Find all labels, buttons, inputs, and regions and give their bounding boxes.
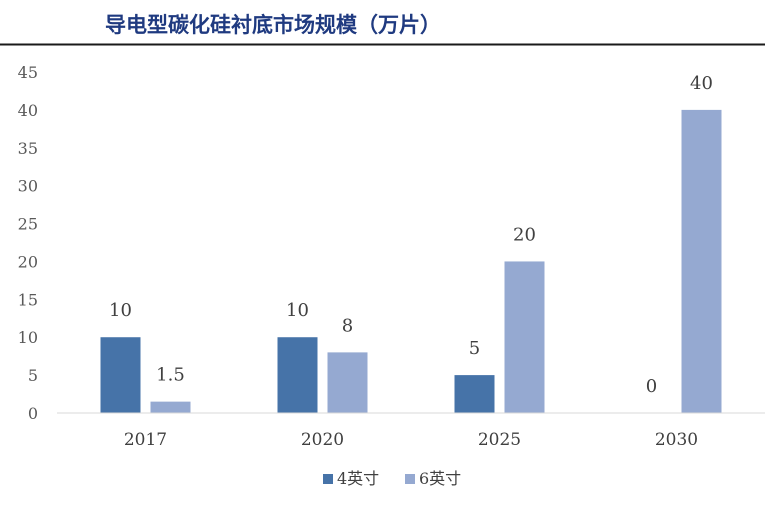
data-label: 20 xyxy=(513,224,536,245)
legend: 4英寸 6英寸 xyxy=(323,469,461,488)
y-tick-label: 20 xyxy=(18,252,38,271)
y-tick-label: 25 xyxy=(18,215,38,234)
y-tick-label: 30 xyxy=(18,177,38,196)
bar-6in-2030 xyxy=(681,109,722,413)
x-tick-label: 2025 xyxy=(478,430,521,450)
y-tick-label: 40 xyxy=(18,101,38,120)
y-axis: 0 5 10 15 20 25 30 35 40 45 xyxy=(18,63,38,423)
bar-4in-2017 xyxy=(100,337,141,413)
data-label: 10 xyxy=(109,300,132,321)
y-tick-label: 0 xyxy=(28,404,38,423)
legend-label: 4英寸 xyxy=(337,469,379,488)
data-label: 8 xyxy=(342,315,353,336)
y-tick-label: 15 xyxy=(18,290,38,309)
data-label: 1.5 xyxy=(156,365,185,386)
bar-6in-2017 xyxy=(150,401,191,413)
data-label: 40 xyxy=(690,73,713,94)
x-tick-label: 2017 xyxy=(124,430,167,450)
x-tick-label: 2030 xyxy=(655,430,698,450)
legend-swatch xyxy=(405,474,415,484)
y-tick-label: 35 xyxy=(18,139,38,158)
bar-6in-2020 xyxy=(327,352,368,413)
legend-swatch xyxy=(323,474,333,484)
data-label: 10 xyxy=(286,300,309,321)
legend-label: 6英寸 xyxy=(419,469,461,488)
x-tick-label: 2020 xyxy=(301,430,344,450)
data-label: 5 xyxy=(469,338,480,359)
y-tick-label: 5 xyxy=(28,366,38,385)
y-tick-label: 45 xyxy=(18,63,38,82)
bars xyxy=(100,109,722,413)
chart-title: 导电型碳化硅衬底市场规模（万片） xyxy=(105,13,441,37)
data-labels: 10 1.5 10 8 5 20 0 40 xyxy=(109,73,713,397)
y-tick-label: 10 xyxy=(18,328,38,347)
bar-6in-2025 xyxy=(504,261,545,413)
data-label: 0 xyxy=(646,376,657,397)
bar-4in-2025 xyxy=(454,375,495,413)
x-axis: 2017 2020 2025 2030 xyxy=(124,430,698,450)
bar-4in-2020 xyxy=(277,337,318,413)
